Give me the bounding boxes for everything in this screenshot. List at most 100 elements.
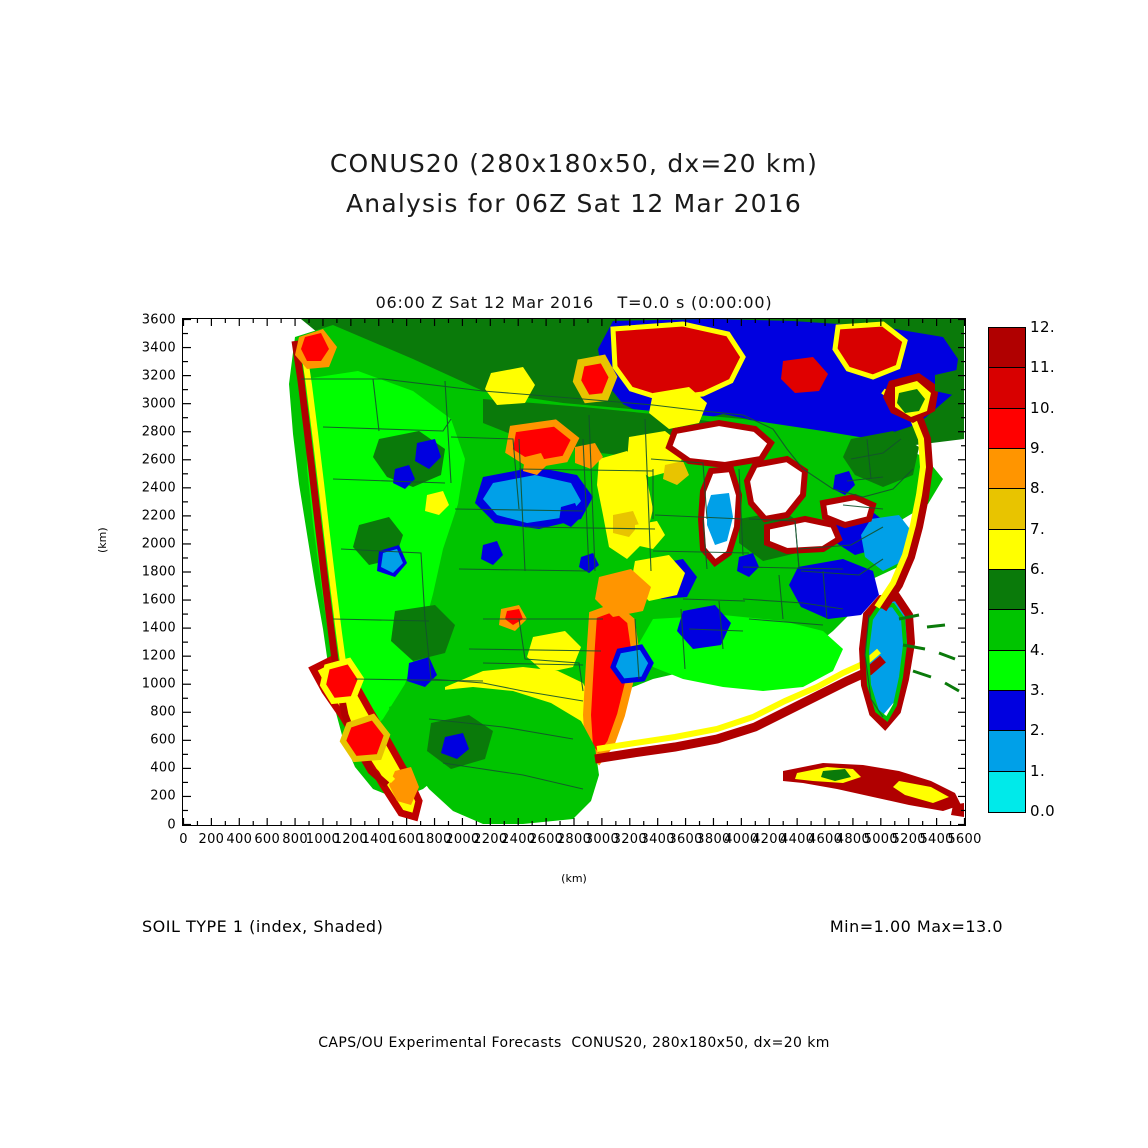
speck-sd-orange: [575, 443, 603, 469]
x-tick-label: 2600: [528, 832, 564, 847]
x-tick-label: 4000: [724, 832, 759, 847]
y-tick-label: 1400: [141, 620, 176, 636]
speck-nm-red: [505, 609, 523, 625]
region-mt-red-halo: [572, 354, 618, 404]
title-line-2: Analysis for 06Z Sat 12 Mar 2016: [346, 189, 802, 218]
coast-gulf-yellow: [596, 648, 881, 752]
colorbar-tick-label: 10.: [1030, 398, 1056, 417]
x-axis-ticks-top: [182, 318, 966, 326]
region-canada-red-west: [613, 324, 743, 399]
x-tick-label: 1200: [333, 832, 368, 847]
credit-line: CAPS/OU Experimental Forecasts CONUS20, …: [318, 1035, 830, 1051]
coast-socal-red: [343, 717, 387, 759]
region-riogrande-halo: [582, 602, 640, 766]
speck-lightblue-3: [381, 549, 403, 573]
field-label: SOIL TYPE 1 (index, Shaded): [142, 917, 384, 936]
region-nw-yellow-blob: [485, 367, 535, 405]
speck-blue-6: [441, 733, 469, 759]
colorbar-tick-label: 6.: [1030, 560, 1046, 578]
colorbar-band-3: [989, 448, 1025, 490]
colorbar-band-6: [989, 569, 1025, 611]
speck-blue-4: [481, 541, 503, 565]
region-texas-lightblue: [613, 647, 651, 681]
speck-blue-9: [737, 553, 759, 577]
x-tick-label: 3200: [612, 832, 647, 847]
y-tick-label: 0: [167, 817, 176, 832]
x-tick-label: 4200: [752, 832, 787, 847]
colorbar-tick-label: 3.: [1030, 681, 1046, 699]
y-tick-label: 3200: [141, 368, 176, 384]
x-tick-label: 600: [254, 832, 281, 847]
political-boundaries: [301, 378, 914, 790]
y-tick-label: 2600: [141, 452, 176, 468]
x-tick-label: 2400: [501, 832, 536, 847]
colorbar-band-7: [989, 610, 1025, 651]
region-arizona-darkgreen: [391, 605, 455, 661]
island-cuba-yellow2: [893, 781, 949, 803]
plot-frame: [182, 318, 966, 826]
speck-ia-orange: [663, 461, 689, 485]
x-tick-label: 400: [226, 832, 253, 847]
x-tick-label-group: 0 200 400 600 800 1000 1200 1400 1600 1800 2000 220…: [179, 832, 981, 852]
region-dakota-red: [509, 423, 575, 465]
coast-sf-red: [323, 661, 361, 701]
x-tick-label: 2200: [473, 832, 508, 847]
x-tick-label: 2800: [556, 832, 592, 847]
speck-blue-2: [393, 465, 415, 489]
region-canada-red-east-halo: [832, 321, 908, 380]
x-tick-label: 1600: [389, 832, 424, 847]
colorbar-tick-label: 7.: [1030, 519, 1046, 538]
coast-socal-yellow: [339, 713, 391, 763]
x-tick-label: 4800: [835, 832, 871, 847]
region-quebec-red: [781, 357, 828, 393]
region-coastal-lightblue: [861, 515, 913, 571]
y-tick-label: 1800: [141, 564, 176, 580]
colorbar-band-4: [989, 489, 1025, 530]
coast-novascotia: [935, 369, 964, 395]
colorbar-band-9: [989, 690, 1025, 732]
figure-title: CONUS20 (280x180x50, dx=20 km) Analysis …: [0, 144, 1148, 224]
y-axis-ticks-right: [958, 318, 966, 826]
y-tick-label: 2800: [141, 424, 176, 440]
x-tick-label: 5200: [891, 832, 926, 847]
y-tick-label: 200: [150, 788, 176, 804]
colorbar-tick-label: 2.: [1030, 721, 1046, 740]
speck-ut-yellow: [425, 491, 449, 515]
y-tick-label: 2000: [141, 536, 176, 552]
colorbar-band-5: [989, 529, 1025, 570]
coast-sf-yellow: [319, 657, 365, 705]
region-texas-orange: [595, 569, 651, 617]
region-canada-red-west-halo: [610, 321, 746, 402]
plot-area: [182, 318, 966, 826]
colorbar-band-2: [989, 408, 1025, 449]
y-tick-label: 2200: [141, 508, 176, 524]
region-baja-orange-tip: [389, 767, 419, 805]
x-tick-label: 3400: [640, 832, 675, 847]
x-tick-label: 1800: [417, 832, 452, 847]
y-tick-label-group: 0 200 400 600 800 1000 1200 1400 1600 1800 2000 220…: [130, 312, 176, 832]
lake-ontario: [819, 493, 877, 529]
colorbar-tick-label: 12.: [1030, 318, 1056, 336]
x-tick-label: 5000: [863, 832, 898, 847]
region-ms-blue: [677, 605, 731, 649]
region-dakota-orange-halo: [505, 419, 580, 469]
island-hispaniola-edge: [951, 803, 964, 817]
y-tick-label: 800: [150, 704, 176, 720]
colorbar-tick-label: 11.: [1030, 358, 1056, 377]
x-tick-label: 3800: [696, 832, 731, 847]
region-texas-blue-rim: [610, 644, 654, 684]
y-tick-label: 1600: [141, 592, 176, 608]
x-tick-label: 0: [179, 832, 188, 847]
lake-huron: [743, 455, 809, 523]
colorbar-tick-label: 4.: [1030, 640, 1046, 659]
colorbar-band-10: [989, 731, 1025, 772]
colorbar-band-0: [989, 328, 1025, 369]
minmax-label: Min=1.00 Max=13.0: [829, 917, 1003, 936]
colorbar-tick-label: 1.: [1030, 761, 1046, 780]
y-tick-label: 3000: [141, 396, 176, 412]
colorbar-band-1: [989, 368, 1025, 409]
y-tick-label: 2400: [141, 480, 176, 496]
x-tick-label: 2000: [445, 832, 480, 847]
coast-ne-darkgreen: [897, 389, 925, 413]
